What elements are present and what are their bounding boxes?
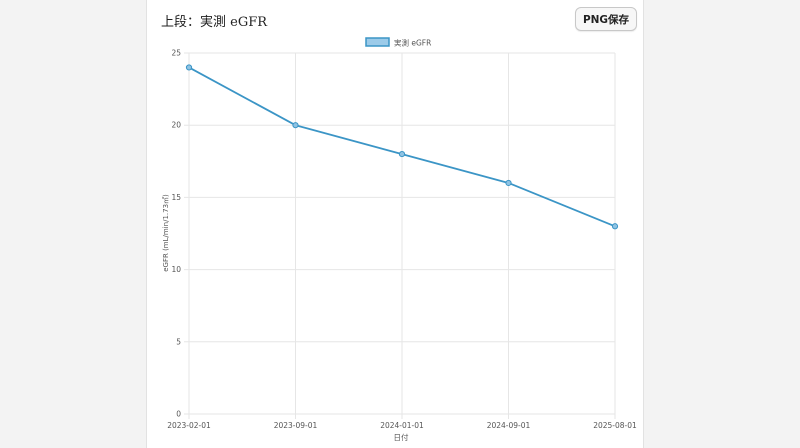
legend-label: 実測 eGFR	[394, 38, 431, 48]
y-axis-label: eGFR (mL/min/1.73㎡)	[162, 194, 170, 272]
y-tick-label: 25	[171, 49, 181, 58]
legend-swatch	[365, 37, 390, 47]
y-tick-label: 0	[176, 410, 181, 419]
x-tick-label: 2024-01-01	[380, 421, 424, 430]
x-tick-label: 2024-09-01	[487, 421, 531, 430]
data-point	[185, 64, 193, 71]
png-save-button[interactable]: PNG保存	[575, 7, 637, 31]
data-point	[398, 150, 406, 158]
x-tick-label: 2025-08-01	[593, 421, 637, 430]
series	[185, 64, 619, 230]
legend: 実測 eGFR	[365, 37, 431, 48]
data-point	[505, 179, 512, 187]
axes: 0 5 10 15 20 25 2023-02-01 2023-09-01 2024-01-01…	[167, 49, 637, 431]
chart-panel: 上段：実測 eGFR PNG保存	[146, 0, 644, 448]
y-tick-label: 10	[171, 265, 181, 274]
y-tick-label: 5	[176, 337, 181, 346]
x-tick-label: 2023-09-01	[274, 421, 318, 430]
panel-title: 上段：実測 eGFR	[161, 15, 268, 30]
y-tick-label: 15	[171, 193, 181, 202]
x-tick-label: 2023-02-01	[167, 421, 211, 430]
data-point	[611, 223, 619, 230]
data-point	[292, 122, 299, 129]
x-axis-label: 日付	[394, 432, 409, 442]
y-tick-label: 20	[171, 121, 181, 130]
grid	[184, 52, 616, 419]
